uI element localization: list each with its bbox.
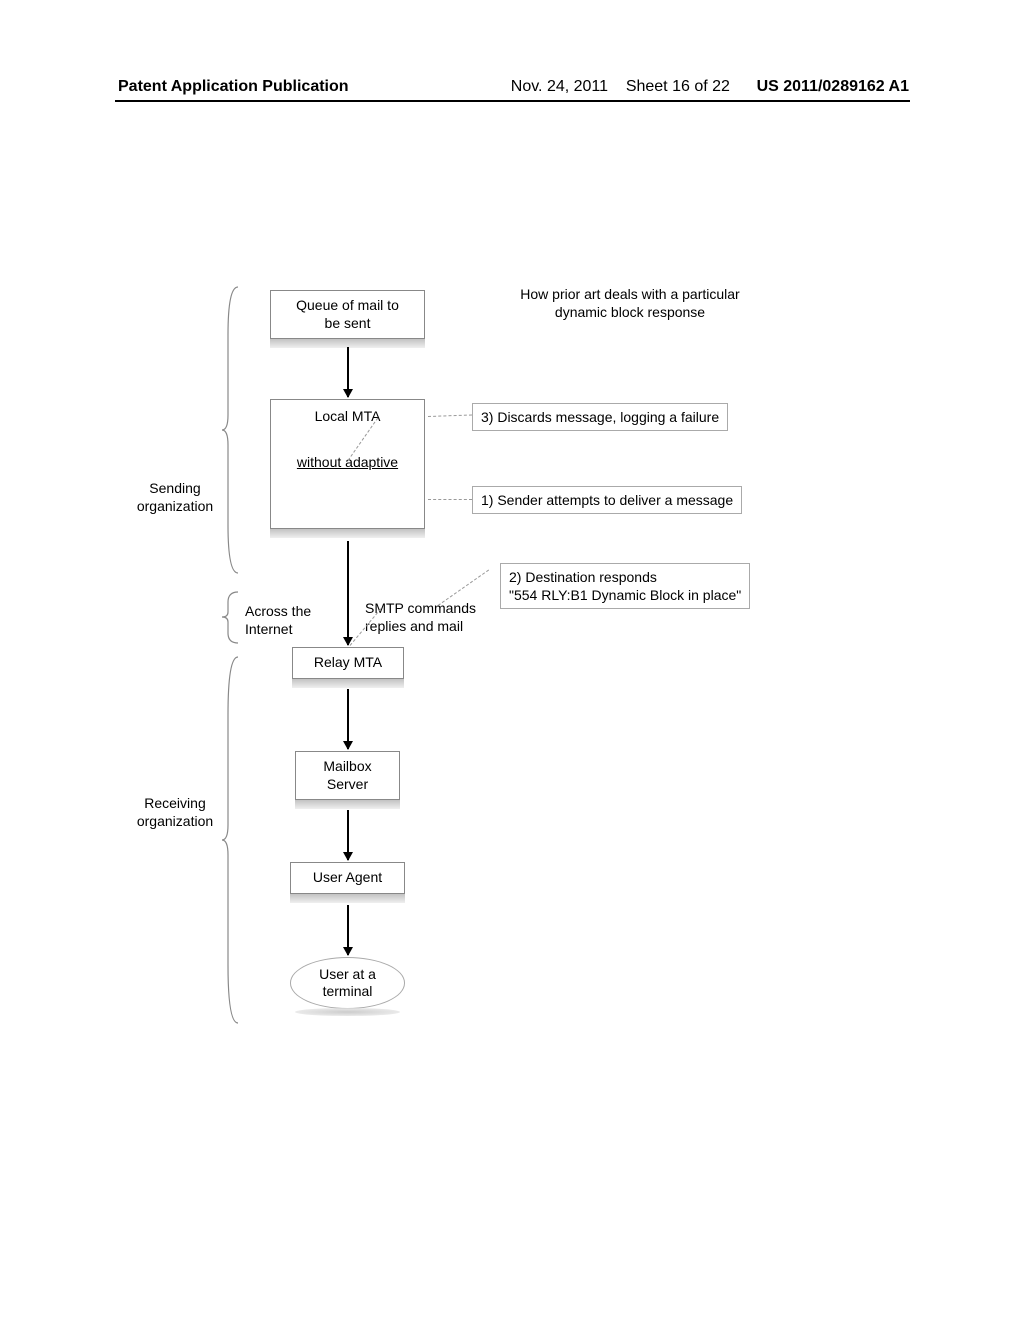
arrow-agent-terminal	[347, 905, 349, 955]
title-line2: dynamic block response	[555, 304, 705, 320]
annot-3: 3) Discards message, logging a failure	[472, 403, 728, 431]
node-terminal: User at a terminal	[290, 957, 405, 1009]
dotline-a1	[428, 499, 472, 500]
diagram-title: How prior art deals with a particular dy…	[480, 285, 780, 321]
node-user-agent: User Agent	[290, 862, 405, 894]
flow-diagram: How prior art deals with a particular dy…	[170, 285, 890, 1045]
brace-label-across: Across the Internet	[245, 603, 325, 638]
node-relay-mta: Relay MTA	[292, 647, 404, 679]
brace-receiving	[220, 655, 240, 1025]
header-date: Nov. 24, 2011	[511, 78, 608, 95]
header-sheet: Sheet 16 of 22	[626, 78, 730, 95]
brace-sending	[220, 285, 240, 575]
title-line1: How prior art deals with a particular	[520, 286, 739, 302]
header-right: Nov. 24, 2011 Sheet 16 of 22 US 2011/028…	[511, 78, 909, 96]
brace-label-sending: Sending organization	[130, 480, 220, 515]
smtp-label: SMTP commands replies and mail	[365, 600, 495, 635]
arrow-relay-mailbox	[347, 689, 349, 749]
brace-label-receiving: Receiving organization	[130, 795, 220, 830]
arrow-mailbox-agent	[347, 810, 349, 860]
header-left: Patent Application Publication	[118, 78, 349, 96]
dotline-a3	[428, 414, 472, 417]
arrow-queue-mta	[347, 347, 349, 397]
node-queue: Queue of mail to be sent	[270, 290, 425, 339]
page-header: Patent Application Publication Nov. 24, …	[0, 78, 1024, 96]
header-pubnum: US 2011/0289162 A1	[757, 78, 909, 95]
node-local-mta: Local MTA without adaptive	[270, 399, 425, 529]
node-mailbox: Mailbox Server	[295, 751, 400, 800]
annot-2: 2) Destination responds "554 RLY:B1 Dyna…	[500, 563, 750, 609]
brace-across	[220, 590, 240, 645]
header-rule	[115, 100, 910, 102]
arrow-mta-relay	[347, 541, 349, 645]
annot-1: 1) Sender attempts to deliver a message	[472, 486, 742, 514]
